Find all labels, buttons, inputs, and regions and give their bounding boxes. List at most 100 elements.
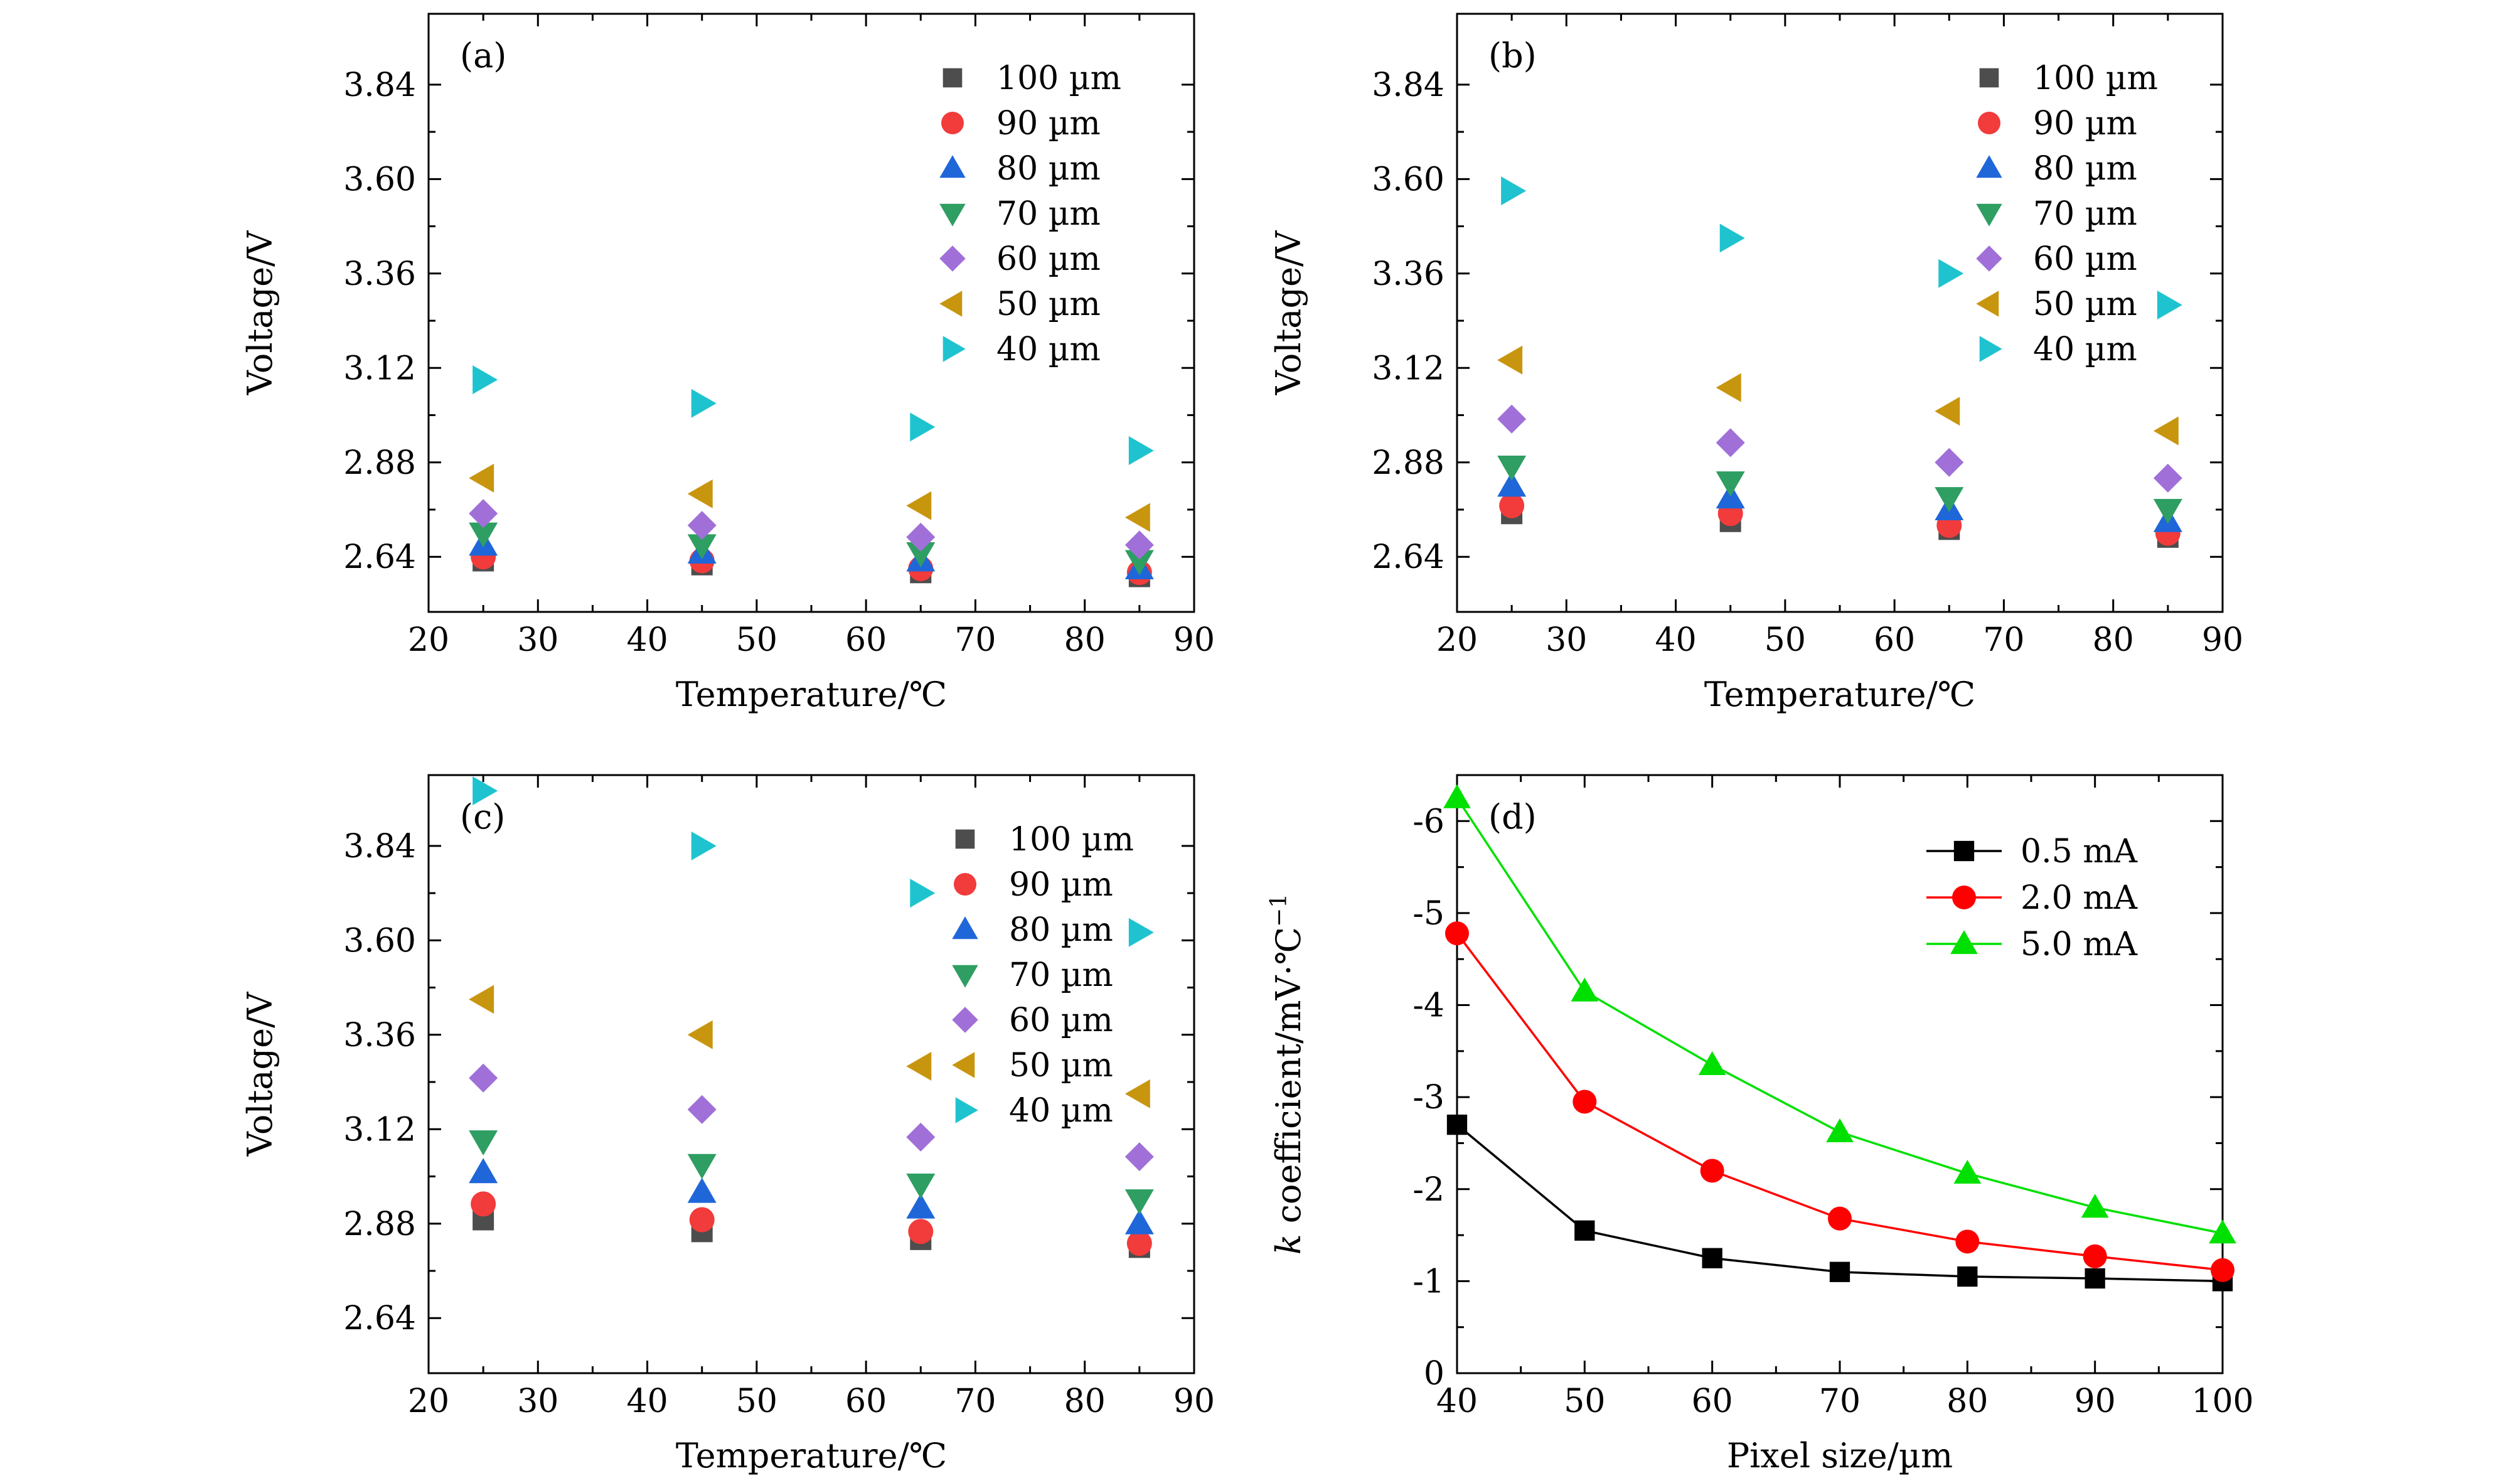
legend-marker	[952, 1007, 978, 1033]
x-tick-label: 40	[1436, 1383, 1478, 1420]
data-point	[1501, 176, 1527, 206]
legend-marker	[1979, 68, 1999, 88]
data-point	[906, 1174, 936, 1199]
x-tick-label: 70	[954, 1383, 996, 1420]
y-tick-label: 3.60	[343, 161, 416, 198]
data-point	[1716, 428, 1745, 458]
y-tick-label: 3.84	[343, 67, 416, 104]
legend-marker	[939, 155, 966, 178]
legend-marker	[1979, 336, 2002, 362]
x-tick-label: 80	[1064, 1383, 1106, 1420]
y-tick-label: 2.64	[1372, 538, 1444, 576]
legend-label: 40 µm	[1009, 1092, 1113, 1130]
panel-label: (b)	[1488, 36, 1537, 75]
legend: 0.5 mA 2.0 mA 5.0 mA	[1926, 833, 2138, 963]
x-tick-label: 40	[1655, 621, 1696, 659]
data-point	[1497, 471, 1527, 497]
data-point	[2083, 1244, 2107, 1268]
data-point	[1499, 493, 1525, 518]
data-point	[2153, 498, 2182, 524]
legend-label: 40 µm	[2033, 331, 2137, 368]
y-axis-label: k coefficient/mV·℃−1	[1266, 894, 1308, 1255]
y-tick-label: -5	[1412, 895, 1444, 933]
legend-marker	[954, 873, 976, 896]
x-tick-label: 20	[408, 1383, 449, 1420]
plot-data	[469, 365, 1154, 587]
y-tick-label: 0	[1424, 1355, 1444, 1393]
data-point	[469, 499, 498, 528]
legend-marker	[941, 112, 964, 134]
panel-label: (c)	[460, 797, 505, 837]
legend-label: 70 µm	[996, 195, 1101, 233]
data-point	[689, 1207, 715, 1233]
data-point	[1935, 397, 1960, 426]
y-tick-label: 3.36	[343, 255, 416, 293]
x-tick-label: 90	[2202, 621, 2243, 659]
data-point	[1572, 1089, 1597, 1114]
data-point	[1716, 471, 1745, 497]
y-axis-label: Voltage/V	[240, 992, 280, 1157]
y-tick-label: 3.36	[343, 1017, 416, 1054]
x-tick-label: 20	[408, 621, 449, 659]
x-tick-label: 100	[2191, 1383, 2253, 1420]
data-point	[469, 463, 494, 493]
x-tick-label: 90	[1173, 621, 1215, 659]
data-point	[1935, 447, 1964, 477]
x-axis-label: Temperature/℃	[1704, 675, 1975, 714]
legend-label: 60 µm	[2033, 240, 2137, 278]
x-tick-label: 40	[626, 621, 668, 659]
data-point	[1443, 784, 1471, 808]
panel-1: 20 30 40 50 60 70 80 90 2.64 2.88 3.12 3.36 3.60 3.84…	[240, 13, 1215, 714]
data-point	[1957, 1266, 1978, 1287]
legend-label: 100 µm	[996, 60, 1121, 97]
data-point	[2153, 416, 2179, 446]
data-point	[1828, 1206, 1852, 1231]
data-point	[687, 1095, 717, 1124]
data-point	[910, 879, 936, 908]
legend-marker	[1976, 155, 2002, 178]
data-point	[469, 985, 494, 1014]
y-tick-label: -1	[1412, 1263, 1444, 1300]
data-point	[687, 1177, 717, 1203]
data-point	[1719, 223, 1745, 253]
panel-2: 20 30 40 50 60 70 80 90 2.64 2.88 3.12 3.36 3.60 3.84…	[1269, 13, 2243, 714]
data-point	[2157, 290, 2182, 319]
data-point	[1702, 1248, 1722, 1268]
x-tick-label: 70	[954, 621, 996, 659]
data-point	[1124, 530, 1154, 560]
x-tick-label: 80	[2093, 621, 2134, 659]
y-axis-label: Voltage/V	[1269, 230, 1308, 395]
x-tick-label: 40	[626, 1383, 668, 1420]
data-point	[1826, 1118, 1854, 1143]
y-axis-label-superscript: −1	[1266, 894, 1292, 927]
legend-label: 60 µm	[996, 240, 1101, 278]
data-point	[1124, 550, 1154, 576]
y-tick-label: 2.88	[343, 1206, 416, 1243]
legend-marker	[955, 1097, 978, 1123]
data-point	[469, 1158, 498, 1184]
legend-marker	[939, 203, 966, 227]
data-point	[1497, 345, 1523, 375]
data-point	[1497, 404, 1527, 434]
legend-label: 90 µm	[996, 105, 1101, 142]
data-point	[1446, 1114, 1468, 1135]
legend-label: 50 µm	[996, 286, 1101, 323]
x-tick-label: 90	[2074, 1383, 2116, 1420]
x-tick-label: 90	[1173, 1383, 1215, 1420]
legend-label: 5.0 mA	[2021, 926, 2138, 963]
y-tick-label: 3.84	[343, 828, 416, 865]
legend-marker	[939, 245, 966, 272]
legend-label: 70 µm	[2033, 195, 2137, 233]
legend: 100 µm 90 µm 80 µm 70 µm 60 µm 50 µm 40 µm	[939, 60, 1121, 368]
data-point	[691, 388, 717, 418]
legend-marker	[955, 829, 975, 849]
x-axis-label: Pixel size/µm	[1727, 1436, 1953, 1475]
legend-label: 2.0 mA	[2021, 879, 2138, 917]
y-axis-label-text: coefficient/mV·℃	[1269, 927, 1308, 1234]
data-point	[1497, 456, 1527, 481]
data-point	[469, 1130, 498, 1156]
legend-label: 90 µm	[2033, 105, 2137, 142]
legend-label: 80 µm	[996, 150, 1101, 188]
x-tick-label: 50	[1564, 1383, 1605, 1420]
